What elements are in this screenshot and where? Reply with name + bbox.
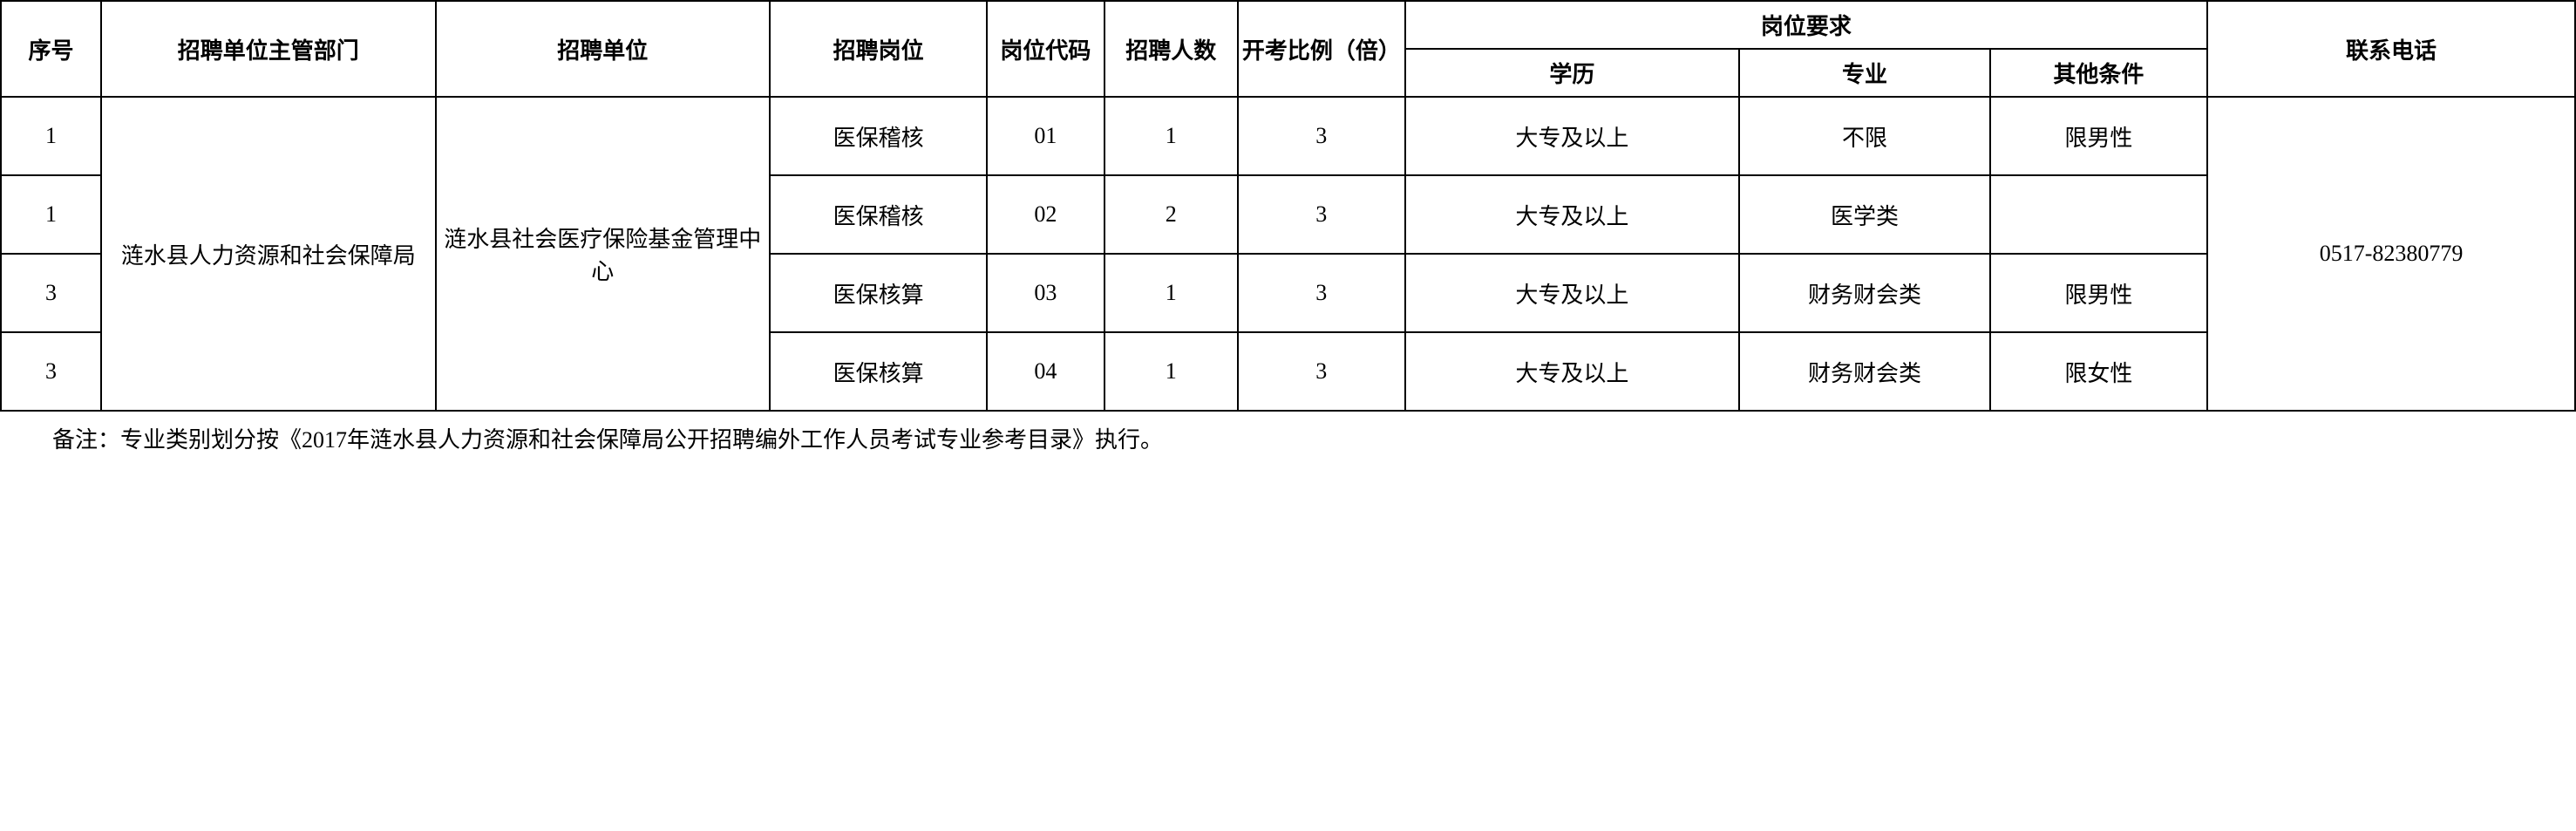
cell-code: 01 — [987, 97, 1104, 175]
cell-seq: 3 — [1, 332, 101, 411]
header-other: 其他条件 — [1990, 49, 2207, 97]
cell-phone-merged: 0517-82380779 — [2207, 97, 2575, 411]
cell-other: 限男性 — [1990, 254, 2207, 332]
cell-position: 医保核算 — [770, 254, 987, 332]
cell-position: 医保稽核 — [770, 97, 987, 175]
header-phone: 联系电话 — [2207, 1, 2575, 97]
header-major: 专业 — [1739, 49, 1990, 97]
cell-count: 1 — [1104, 332, 1238, 411]
cell-education: 大专及以上 — [1405, 332, 1740, 411]
cell-dept-merged: 涟水县人力资源和社会保障局 — [101, 97, 436, 411]
cell-major: 不限 — [1739, 97, 1990, 175]
cell-education: 大专及以上 — [1405, 175, 1740, 254]
cell-unit-merged: 涟水县社会医疗保险基金管理中心 — [436, 97, 771, 411]
header-education: 学历 — [1405, 49, 1740, 97]
header-unit: 招聘单位 — [436, 1, 771, 97]
header-seq: 序号 — [1, 1, 101, 97]
header-ratio: 开考比例（倍） — [1238, 1, 1405, 97]
header-code: 岗位代码 — [987, 1, 1104, 97]
cell-position: 医保核算 — [770, 332, 987, 411]
header-count: 招聘人数 — [1104, 1, 1238, 97]
cell-other: 限女性 — [1990, 332, 2207, 411]
cell-seq: 3 — [1, 254, 101, 332]
cell-seq: 1 — [1, 97, 101, 175]
header-position: 招聘岗位 — [770, 1, 987, 97]
table-row: 1 涟水县人力资源和社会保障局 涟水县社会医疗保险基金管理中心 医保稽核 01 … — [1, 97, 2575, 175]
recruitment-table: 序号 招聘单位主管部门 招聘单位 招聘岗位 岗位代码 招聘人数 开考比例（倍） … — [0, 0, 2576, 412]
cell-education: 大专及以上 — [1405, 97, 1740, 175]
cell-major: 医学类 — [1739, 175, 1990, 254]
cell-code: 03 — [987, 254, 1104, 332]
cell-other: 限男性 — [1990, 97, 2207, 175]
cell-ratio: 3 — [1238, 254, 1405, 332]
cell-ratio: 3 — [1238, 97, 1405, 175]
cell-education: 大专及以上 — [1405, 254, 1740, 332]
cell-count: 2 — [1104, 175, 1238, 254]
cell-code: 02 — [987, 175, 1104, 254]
cell-other — [1990, 175, 2207, 254]
cell-ratio: 3 — [1238, 332, 1405, 411]
header-dept: 招聘单位主管部门 — [101, 1, 436, 97]
header-row-1: 序号 招聘单位主管部门 招聘单位 招聘岗位 岗位代码 招聘人数 开考比例（倍） … — [1, 1, 2575, 49]
cell-code: 04 — [987, 332, 1104, 411]
cell-seq: 1 — [1, 175, 101, 254]
cell-major: 财务财会类 — [1739, 254, 1990, 332]
cell-position: 医保稽核 — [770, 175, 987, 254]
cell-count: 1 — [1104, 254, 1238, 332]
footnote-text: 备注：专业类别划分按《2017年涟水县人力资源和社会保障局公开招聘编外工作人员考… — [0, 412, 2576, 454]
header-requirements: 岗位要求 — [1405, 1, 2207, 49]
cell-ratio: 3 — [1238, 175, 1405, 254]
cell-count: 1 — [1104, 97, 1238, 175]
cell-major: 财务财会类 — [1739, 332, 1990, 411]
